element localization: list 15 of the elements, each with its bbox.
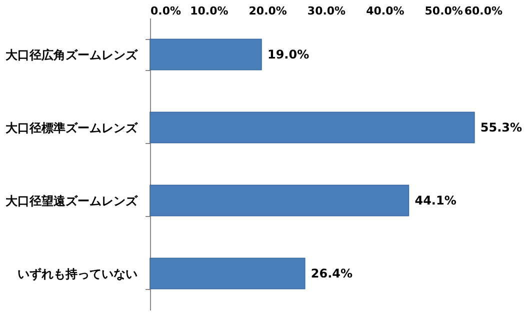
x-tick-label: 0.0% <box>150 4 182 18</box>
x-tick-label: 20.0% <box>248 4 287 18</box>
data-label: 55.3% <box>480 120 522 134</box>
y-tick-label: 大口径標準ズームレンズ <box>6 121 138 135</box>
data-label: 19.0% <box>267 48 310 62</box>
x-tick-label: 10.0% <box>190 4 228 18</box>
y-tick-label: いずれも持っていない <box>18 267 138 281</box>
y-tick-label: 大口径望遠ズームレンズ <box>6 194 138 208</box>
x-tick-label: 30.0% <box>307 4 346 18</box>
x-tick-label: 50.0% <box>424 4 463 18</box>
data-label: 26.4% <box>310 266 353 280</box>
y-tick-label: 大口径広角ズームレンズ <box>6 48 138 62</box>
x-tick-label: 40.0% <box>366 4 404 18</box>
data-label: 44.1% <box>414 194 456 208</box>
x-tick-label: 60.0% <box>464 4 502 18</box>
